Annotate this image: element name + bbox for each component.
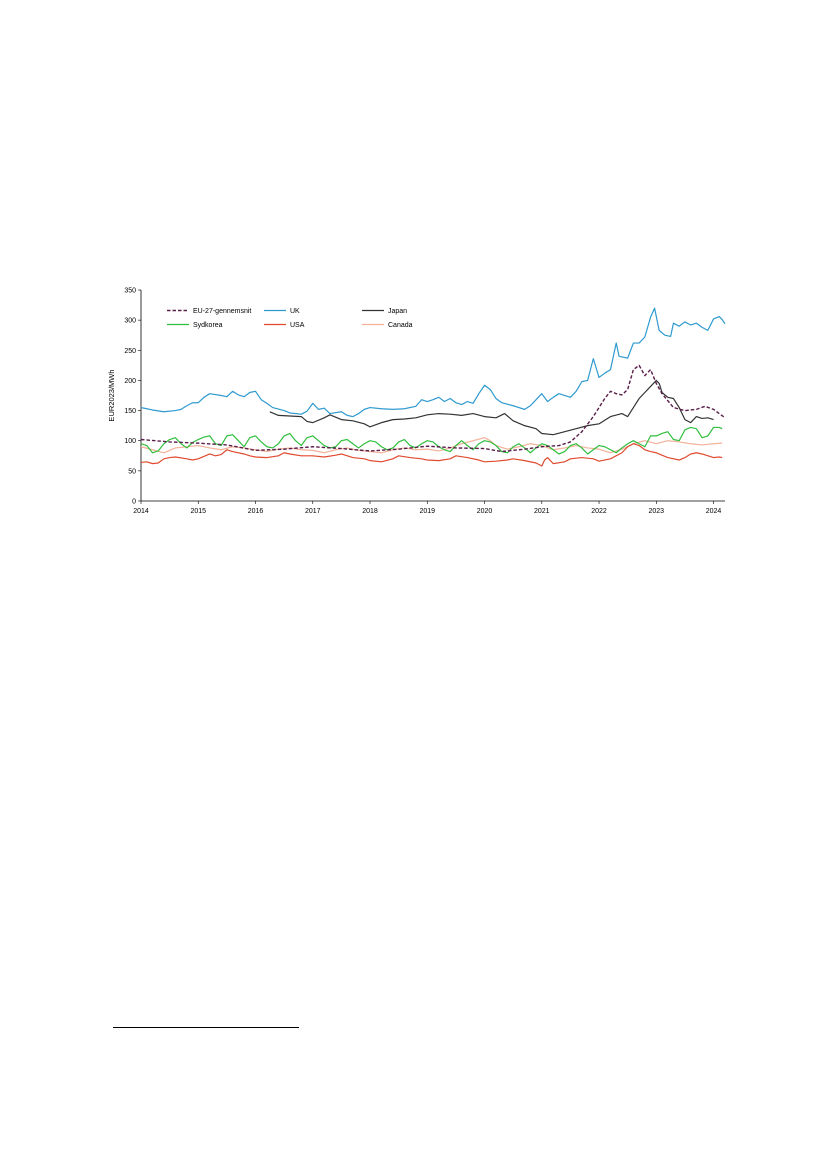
y-tick-label: 200 — [124, 378, 136, 385]
y-tick-label: 250 — [124, 348, 136, 355]
legend-label: UK — [290, 308, 300, 315]
y-tick-label: 100 — [124, 438, 136, 445]
y-tick-label: 300 — [124, 318, 136, 325]
series-lines — [140, 307, 726, 467]
legend-label: USA — [290, 322, 305, 329]
y-tick-label: 0 — [132, 499, 136, 506]
x-tick-label: 2022 — [591, 508, 607, 515]
footnote-separator — [113, 1027, 299, 1028]
x-tick-label: 2020 — [477, 508, 493, 515]
x-tick-label: 2016 — [248, 508, 264, 515]
y-tick-label: 50 — [128, 468, 136, 475]
legend-label: EU-27-gennemsnit — [193, 308, 251, 315]
x-tick-label: 2019 — [419, 508, 435, 515]
series-line-uk — [140, 307, 726, 418]
legend: EU-27-gennemsnit UK Japan Sydkorea USA Canada — [167, 308, 413, 329]
series-line-eu-27-gennemsnit — [140, 364, 726, 453]
x-tick-label: 2017 — [305, 508, 321, 515]
legend-label: Canada — [388, 322, 413, 329]
series-line-sydkorea — [140, 426, 723, 455]
x-tick-label: 2023 — [649, 508, 665, 515]
series-line-japan — [269, 379, 714, 436]
y-tick-label: 350 — [124, 288, 136, 295]
y-tick-label: 150 — [124, 408, 136, 415]
x-tick-label: 2018 — [362, 508, 378, 515]
series-line-usa — [140, 443, 723, 467]
x-tick-label: 2014 — [133, 508, 149, 515]
x-tick-label: 2015 — [190, 508, 206, 515]
x-axis-ticks: 2014 2015 2016 2017 2018 2019 2020 2021 2022 2023… — [133, 501, 721, 515]
x-tick-label: 2024 — [706, 508, 722, 515]
y-axis-label: EUR2023/MWh — [107, 369, 116, 421]
legend-label: Japan — [388, 308, 407, 315]
x-tick-label: 2021 — [534, 508, 550, 515]
y-axis-ticks: 0 50 100 150 200 250 300 350 — [124, 288, 141, 506]
legend-label: Sydkorea — [193, 322, 223, 329]
